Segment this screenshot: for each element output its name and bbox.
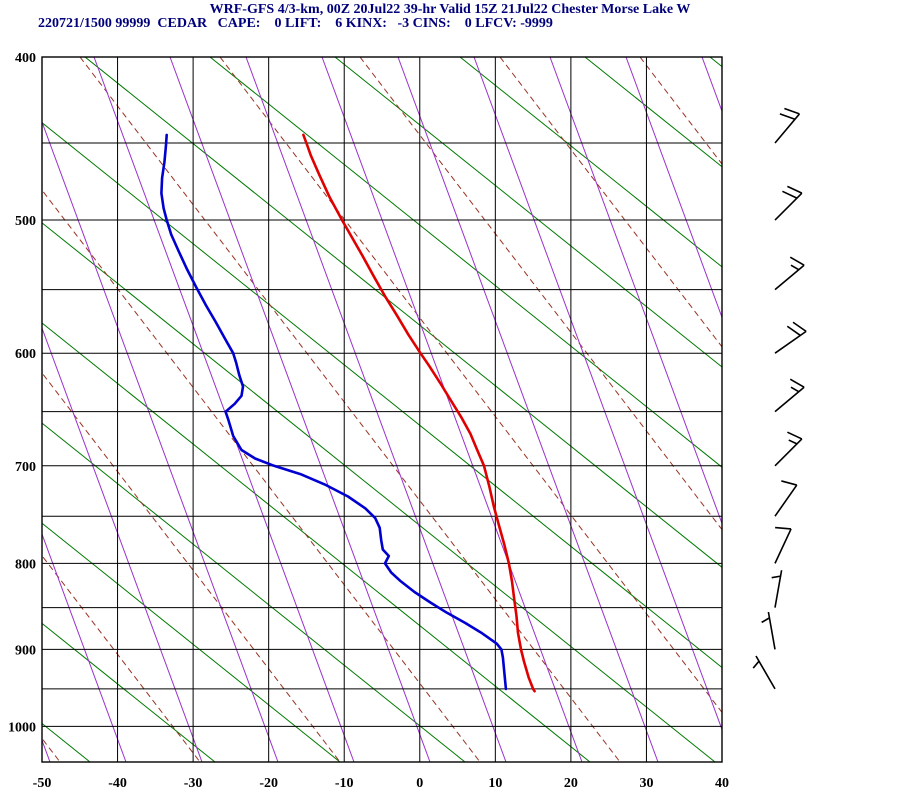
wind-barb: [774, 431, 803, 467]
sounding-curves: [160, 133, 536, 693]
plot-border: [41, 56, 723, 763]
dry_adiabats-line: [334, 57, 722, 368]
dry_adiabats-line: [84, 57, 722, 568]
dry_adiabats-line: [42, 222, 716, 762]
y-axis-tick-label: 1000: [8, 720, 36, 735]
x-axis-tick-label: 30: [639, 776, 653, 791]
temperature-curve: [302, 133, 536, 693]
x-axis-tick-label: 40: [715, 776, 729, 791]
wind-barb: [774, 321, 807, 354]
wind-barb: [761, 611, 776, 650]
y-axis-tick-label: 400: [15, 51, 36, 66]
mixing_ratio-line: [245, 57, 507, 762]
moist_adiabats-line: [219, 57, 722, 714]
wind-barb: [774, 256, 805, 291]
pressure-temperature-grid: [41, 56, 723, 763]
dewpoint-curve: [160, 133, 508, 691]
mixing_ratio-line: [169, 57, 431, 762]
axis-labels: -50 -40 -30 -20 -10 0 10 20 30 40 400 500 600 700 800 9…: [8, 51, 729, 791]
dry_adiabats-line: [42, 722, 91, 762]
dry_adiabats-line: [42, 422, 466, 762]
mixing_ratio-line: [42, 532, 127, 762]
moist_adiabats-line: [359, 57, 722, 531]
x-axis-tick-label: -50: [33, 776, 52, 791]
mixing_ratio-line: [701, 57, 722, 113]
x-axis-tick-label: -40: [108, 776, 127, 791]
dry_adiabats-line: [42, 122, 722, 669]
dry_adiabats-line: [584, 57, 722, 168]
y-axis-tick-label: 700: [15, 460, 36, 475]
x-axis-tick-label: 0: [416, 776, 423, 791]
wind-barb: [771, 570, 783, 608]
wind-barb: [774, 107, 801, 144]
dry_adiabats-line: [42, 522, 341, 762]
y-axis-tick-label: 500: [15, 214, 36, 229]
chart-title: WRF-GFS 4/3-km, 00Z 20Jul22 39-hr Valid …: [209, 2, 691, 17]
mixing_ratio-line: [397, 57, 659, 762]
x-axis-tick-label: 20: [564, 776, 578, 791]
wind-barb: [774, 185, 803, 221]
dry_adiabats-line: [709, 57, 722, 68]
wind-barb: [774, 378, 805, 413]
wind-barb-column: [752, 107, 807, 690]
wind-barb: [752, 655, 776, 690]
y-axis-tick-label: 900: [15, 643, 36, 658]
moist_adiabats-line: [42, 372, 341, 762]
moist_adiabats-line: [79, 57, 621, 762]
mixing_ratio-line: [473, 57, 722, 731]
moist_adiabats-line: [42, 554, 201, 762]
background-reference-lines: [42, 57, 722, 762]
mixing_ratio-line: [625, 57, 722, 319]
mixing_ratio-line: [93, 57, 355, 762]
y-axis-tick-label: 600: [15, 347, 36, 362]
moist_adiabats-line: [499, 57, 722, 348]
y-axis-tick-label: 800: [15, 557, 36, 572]
x-axis-tick-label: -10: [335, 776, 354, 791]
x-axis-tick-label: -20: [259, 776, 278, 791]
x-axis-tick-label: -30: [184, 776, 203, 791]
moist_adiabats-line: [42, 189, 481, 762]
mixing_ratio-line: [321, 57, 583, 762]
dry_adiabats-line: [42, 622, 216, 762]
chart-subtitle-indices: 220721/1500 99999 CEDAR CAPE: 0 LIFT: 6 …: [38, 16, 553, 31]
x-axis-tick-label: 10: [488, 776, 502, 791]
dry_adiabats-line: [42, 322, 591, 762]
wind-barb: [774, 526, 792, 564]
dry_adiabats-line: [459, 57, 722, 268]
mixing_ratio-line: [42, 326, 203, 762]
mixing_ratio-line: [549, 57, 722, 525]
mixing_ratio-line: [42, 120, 279, 762]
wind-barb: [774, 480, 798, 517]
dry_adiabats-line: [209, 57, 722, 468]
